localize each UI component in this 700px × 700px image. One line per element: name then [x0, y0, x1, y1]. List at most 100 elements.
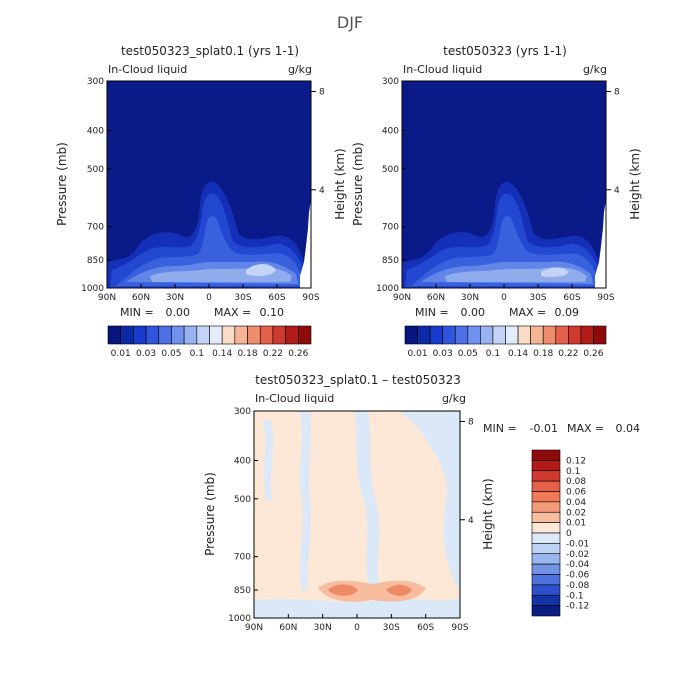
y-tick-label: 850: [87, 256, 104, 266]
x-tick-label: 30S: [529, 293, 546, 303]
contour-level-negative: [354, 411, 380, 590]
y-tick-label: 400: [234, 456, 251, 466]
axis-ticks: 90N 60N 30N 0 30S 60S 90S 300 400 500 700 850 1000 8 4: [376, 77, 620, 303]
colorbar-swatch: [555, 325, 569, 345]
colorbar-swatch: [531, 470, 561, 482]
colorbar-label: 0.22: [263, 349, 283, 359]
variable-label: In-Cloud liquid: [403, 63, 482, 76]
colorbar-label: 0.03: [433, 349, 453, 359]
figure-title: DJF: [337, 13, 363, 32]
units-label: g/kg: [442, 392, 466, 405]
colorbar-swatch: [234, 325, 248, 345]
colorbar-swatch: [259, 325, 274, 345]
colorbar-swatch: [593, 325, 607, 345]
variable-label: In-Cloud liquid: [108, 63, 187, 76]
max-value: 0.04: [616, 422, 641, 435]
colorbar-label: 0.05: [458, 349, 478, 359]
x-tick-label: 90S: [451, 623, 468, 633]
y-tick-label: 1000: [81, 284, 104, 294]
x-tick-label: 90N: [98, 293, 116, 303]
colorbar-swatch: [467, 325, 481, 345]
contour-level-negative: [300, 411, 312, 590]
x-tick-label: 0: [354, 623, 360, 633]
y2-axis-label: Height (km): [628, 148, 642, 219]
x-tick-label: 0: [206, 293, 212, 303]
variable-label: In-Cloud liquid: [255, 392, 334, 405]
colorbar-label: -0.04: [566, 560, 590, 570]
colorbar-swatch: [531, 532, 561, 544]
colorbar-swatch: [298, 325, 312, 345]
colorbar-swatch: [531, 574, 561, 586]
colorbar-swatch: [442, 325, 456, 345]
colorbar-label: -0.02: [566, 550, 589, 560]
y-tick-label: 300: [234, 407, 251, 417]
colorbar-label: 0.1: [190, 349, 204, 359]
y-tick-label: 700: [87, 223, 104, 233]
colorbar-label: 0.06: [566, 488, 586, 498]
x-tick-label: 60N: [132, 293, 150, 303]
colorbar-swatch: [285, 325, 299, 345]
x-tick-label: 60N: [427, 293, 445, 303]
max-label: MAX =: [509, 306, 546, 319]
units-label: g/kg: [583, 63, 607, 76]
x-tick-label: 60S: [268, 293, 285, 303]
min-label: MIN =: [483, 422, 517, 435]
y-tick-label: 300: [382, 77, 399, 87]
colorbar-swatch: [568, 325, 582, 345]
y2-tick-label: 4: [468, 516, 474, 526]
colorbar-swatch: [530, 325, 544, 345]
axis-ticks: 90N 60N 30N 0 30S 60S 90S 300 400 500 700 850 1000 8 4: [228, 407, 474, 633]
colorbar-swatch: [531, 491, 561, 503]
colorbar-label: 0.12: [566, 456, 586, 466]
colorbar-swatch: [107, 325, 121, 345]
colorbar-swatch: [531, 501, 561, 513]
colorbar-swatch: [120, 325, 134, 345]
colorbar-swatch: [209, 325, 223, 345]
min-value: -0.01: [530, 422, 558, 435]
colorbar-swatch: [429, 325, 443, 345]
colorbar-swatch: [133, 325, 147, 345]
colorbar-swatch: [145, 325, 160, 345]
colorbar-swatch: [531, 543, 561, 555]
contour-level-6: [541, 267, 569, 277]
x-tick-label: 30N: [166, 293, 184, 303]
colorbar-swatch: [531, 511, 561, 523]
x-tick-label: 90N: [245, 623, 263, 633]
panel-title: test050323_splat0.1 (yrs 1-1): [121, 44, 299, 58]
contour-level-positive-2: [386, 584, 412, 596]
colorbar-swatch: [531, 522, 561, 534]
panel-difference: test050323_splat0.1 – test050323 In-Clou…: [203, 373, 640, 633]
colorbar-swatch: [531, 553, 561, 565]
panel-top-left: test050323_splat0.1 (yrs 1-1) In-Cloud l…: [55, 44, 347, 359]
colorbar-label: 0.1: [566, 467, 580, 477]
colorbar-label: 0.08: [566, 477, 586, 487]
axis-ticks: 90N 60N 30N 0 30S 60S 90S 300 400 500 700 850 1000 8 4: [81, 77, 325, 303]
y-tick-label: 700: [382, 223, 399, 233]
colorbar-swatch: [505, 325, 519, 345]
contour-level-6: [246, 264, 276, 277]
y2-tick-label: 8: [319, 88, 325, 98]
y-axis-label: Pressure (mb): [203, 472, 217, 556]
y-tick-label: 850: [234, 586, 251, 596]
colorbar-label: -0.01: [566, 539, 589, 549]
colorbar-swatch: [531, 605, 561, 617]
colorbar-label: 0.02: [566, 508, 586, 518]
colorbar: 0.01 0.03 0.05 0.1 0.14 0.18 0.22 0.26: [404, 325, 607, 359]
colorbar-label: 0.18: [238, 349, 258, 359]
colorbar-label: -0.08: [566, 581, 590, 591]
y2-tick-label: 4: [614, 186, 620, 196]
contour-field: [107, 81, 311, 288]
y-tick-label: 1000: [228, 614, 251, 624]
colorbar-swatch: [580, 325, 594, 345]
colorbar-swatch: [417, 325, 431, 345]
colorbar: 0.01 0.03 0.05 0.1 0.14 0.18 0.22 0.26: [107, 325, 312, 359]
y-tick-label: 500: [382, 165, 399, 175]
colorbar-swatch: [531, 480, 561, 492]
colorbar-swatch: [171, 325, 185, 345]
min-value: 0.00: [166, 306, 191, 319]
y2-tick-label: 4: [319, 186, 325, 196]
colorbar-swatch: [531, 563, 561, 575]
colorbar-label: 0.1: [486, 349, 500, 359]
x-tick-label: 30N: [461, 293, 479, 303]
y2-axis-label: Height (km): [333, 148, 347, 219]
